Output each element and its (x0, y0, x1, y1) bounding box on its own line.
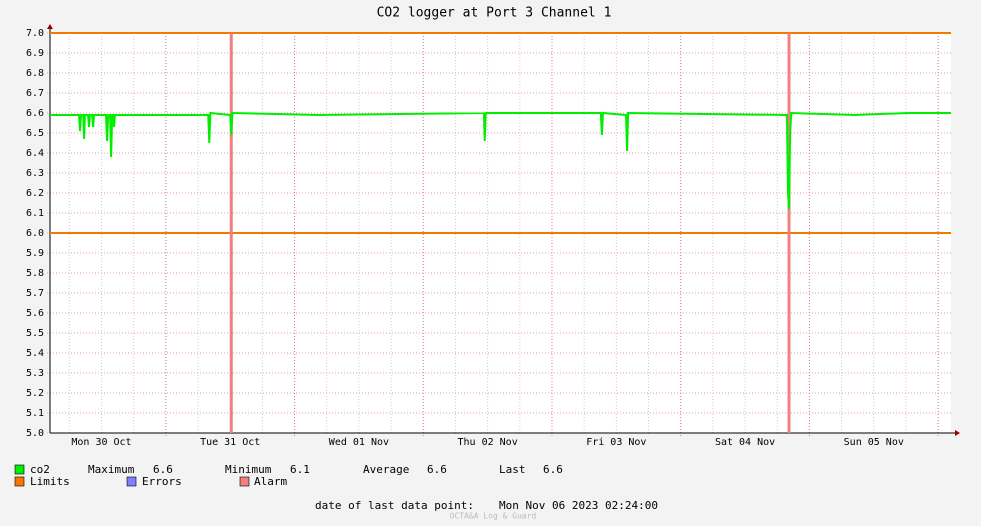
stat-label: Average (363, 463, 409, 476)
y-tick-label: 6.3 (26, 168, 44, 179)
legend-label: Alarm (254, 475, 287, 488)
stat-label: Maximum (88, 463, 135, 476)
stat-label: Minimum (225, 463, 272, 476)
y-tick-label: 6.7 (26, 88, 44, 99)
chart-title: CO2 logger at Port 3 Channel 1 (377, 6, 612, 21)
stat-value: 6.6 (543, 463, 563, 476)
y-tick-label: 6.5 (26, 128, 44, 139)
y-tick-label: 5.3 (26, 368, 44, 379)
y-tick-label: 5.4 (26, 348, 44, 359)
y-tick-label: 5.7 (26, 288, 44, 299)
x-tick-label: Sun 05 Nov (844, 437, 904, 448)
y-tick-label: 5.2 (26, 388, 44, 399)
y-tick-label: 6.0 (26, 228, 44, 239)
legend-label: Limits (30, 475, 70, 488)
legend-swatch (126, 476, 137, 487)
x-tick-label: Tue 31 Oct (200, 437, 260, 448)
watermark: OCTA&A Log & Guard (450, 512, 537, 521)
y-tick-label: 5.8 (26, 268, 44, 279)
x-tick-label: Wed 01 Nov (329, 437, 389, 448)
y-tick-label: 5.0 (26, 428, 44, 439)
legend-swatch (239, 476, 250, 487)
y-tick-label: 7.0 (26, 28, 44, 39)
y-tick-label: 6.9 (26, 48, 44, 59)
x-axis-arrow (955, 430, 960, 436)
legend-swatch (14, 476, 25, 487)
x-tick-label: Sat 04 Nov (715, 437, 775, 448)
data-line (50, 111, 951, 210)
stat-value: 6.6 (153, 463, 173, 476)
x-tick-label: Thu 02 Nov (458, 437, 518, 448)
y-tick-label: 6.4 (26, 148, 44, 159)
legend-label: co2 (30, 463, 50, 476)
legend-swatch (14, 464, 25, 475)
stat-value: 6.1 (290, 463, 310, 476)
y-tick-label: 5.1 (26, 408, 44, 419)
x-tick-label: Mon 30 Oct (71, 437, 131, 448)
footer-value: Mon Nov 06 2023 02:24:00 (499, 499, 658, 512)
y-tick-label: 6.6 (26, 108, 44, 119)
y-axis-arrow (47, 24, 53, 29)
stat-value: 6.6 (427, 463, 447, 476)
legend-label: Errors (142, 475, 182, 488)
y-tick-label: 6.8 (26, 68, 44, 79)
x-tick-label: Fri 03 Nov (586, 437, 646, 448)
stat-label: Last (499, 463, 526, 476)
y-tick-label: 6.2 (26, 188, 44, 199)
y-tick-label: 6.1 (26, 208, 44, 219)
y-tick-label: 5.5 (26, 328, 44, 339)
footer-label: date of last data point: (315, 499, 474, 512)
y-tick-label: 5.6 (26, 308, 44, 319)
y-tick-label: 5.9 (26, 248, 44, 259)
